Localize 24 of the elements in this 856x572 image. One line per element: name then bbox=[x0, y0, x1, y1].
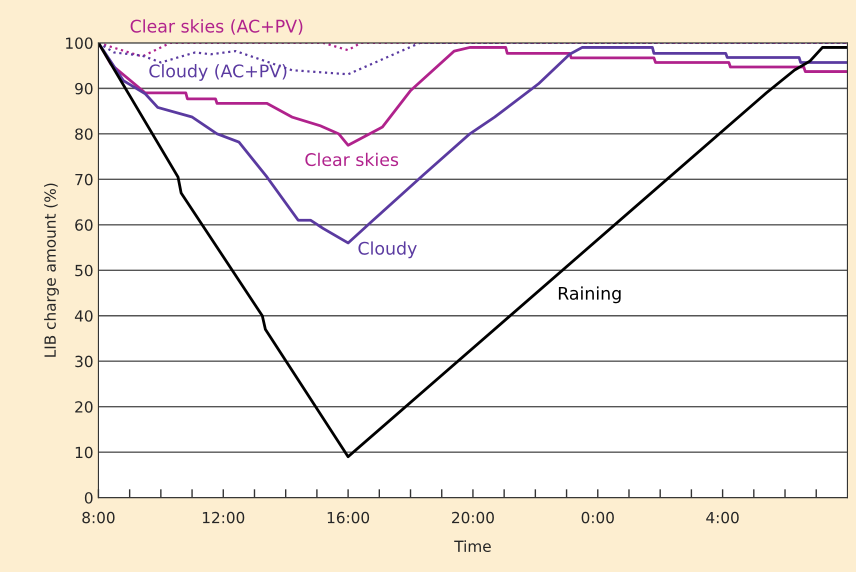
y-tick-label: 90 bbox=[75, 82, 93, 94]
series-label: Clear skies (AC+PV) bbox=[130, 19, 302, 35]
x-tick-label: 16:00 bbox=[328, 512, 370, 524]
series-label: Raining bbox=[558, 286, 621, 304]
y-tick-label: 60 bbox=[75, 219, 93, 231]
y-tick-label: 100 bbox=[66, 37, 93, 49]
y-tick-label: 80 bbox=[75, 128, 93, 140]
series-label: Cloudy (AC+PV) bbox=[149, 64, 286, 81]
x-axis-title: Time bbox=[454, 540, 491, 552]
y-tick-label: 20 bbox=[75, 401, 93, 413]
x-tick-label: 12:00 bbox=[202, 512, 244, 524]
x-tick-label: 20:00 bbox=[452, 512, 494, 524]
x-tick-label: 4:00 bbox=[706, 512, 739, 524]
y-tick-label: 50 bbox=[75, 264, 93, 276]
y-tick-label: 30 bbox=[75, 356, 93, 368]
x-tick-label: 0:00 bbox=[582, 512, 614, 524]
y-axis-title: LIB charge amount (%) bbox=[44, 184, 59, 357]
y-tick-label: 40 bbox=[74, 310, 93, 322]
x-tick-label: 8:00 bbox=[82, 512, 115, 524]
y-tick-label: 0 bbox=[84, 492, 93, 504]
series-label: Cloudy bbox=[358, 241, 417, 258]
series-label: Clear skies bbox=[305, 152, 398, 166]
y-tick-label: 70 bbox=[75, 174, 93, 186]
y-tick-label: 10 bbox=[76, 446, 93, 458]
